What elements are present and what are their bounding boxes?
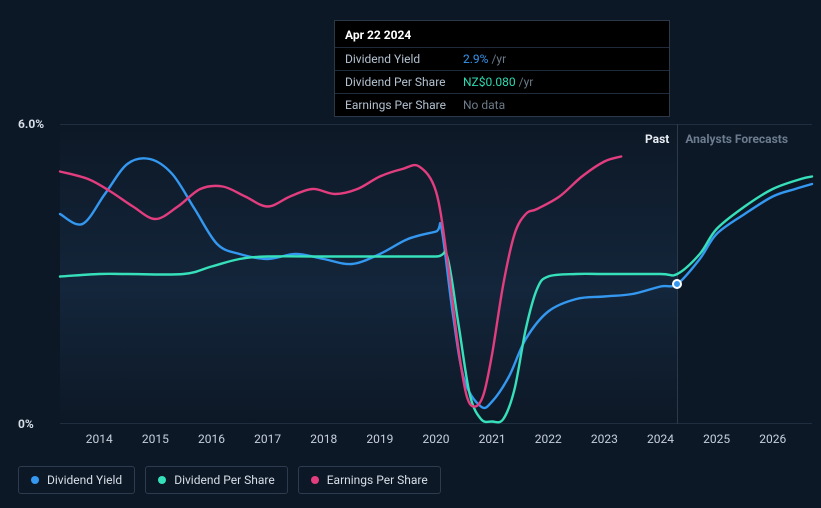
x-axis-tick: 2025: [703, 432, 730, 446]
x-axis-tick: 2020: [423, 432, 450, 446]
tooltip-row: Dividend Yield2.9%/yr: [335, 47, 669, 70]
tooltip-row: Dividend Per ShareNZ$0.080/yr: [335, 70, 669, 93]
chart-container: 6.0% 0% Past Analysts Forecasts 2014 2015…: [18, 106, 814, 446]
x-axis-tick: 2026: [759, 432, 786, 446]
legend-dot-icon: [311, 476, 319, 484]
x-axis-tick: 2017: [254, 432, 281, 446]
series-line-dps: [60, 177, 812, 423]
x-axis-tick: 2023: [591, 432, 618, 446]
tooltip-date: Apr 22 2024: [335, 21, 669, 47]
legend-label: Earnings Per Share: [327, 473, 428, 487]
current-point-marker: [672, 279, 682, 289]
x-axis-tick: 2019: [366, 432, 393, 446]
legend: Dividend Yield Dividend Per Share Earnings…: [18, 466, 441, 494]
legend-dps[interactable]: Dividend Per Share: [145, 466, 288, 494]
legend-label: Dividend Yield: [47, 473, 122, 487]
x-axis-tick: 2015: [142, 432, 169, 446]
legend-eps[interactable]: Earnings Per Share: [298, 466, 441, 494]
tooltip-row-value: NZ$0.080/yr: [463, 75, 533, 89]
legend-dot-icon: [158, 476, 166, 484]
x-axis-tick: 2014: [86, 432, 113, 446]
series-line-eps: [60, 157, 621, 407]
legend-dot-icon: [31, 476, 39, 484]
tooltip-row-suffix: /yr: [519, 75, 534, 89]
legend-yield[interactable]: Dividend Yield: [18, 466, 135, 494]
x-axis-tick: 2024: [647, 432, 674, 446]
plot-area: Past Analysts Forecasts: [60, 124, 812, 424]
tooltip-row-label: Dividend Yield: [345, 52, 463, 66]
x-axis-tick: 2021: [479, 432, 506, 446]
legend-label: Dividend Per Share: [174, 473, 275, 487]
chart-tooltip: Apr 22 2024 Dividend Yield2.9%/yrDividen…: [334, 20, 670, 117]
y-axis-min-label: 0%: [18, 417, 34, 431]
tooltip-row-label: Dividend Per Share: [345, 75, 463, 89]
x-axis-tick: 2022: [535, 432, 562, 446]
tooltip-row-suffix: /yr: [491, 52, 506, 66]
x-axis-tick: 2016: [198, 432, 225, 446]
chart-lines-svg: [60, 124, 812, 424]
x-axis-tick: 2018: [310, 432, 337, 446]
tooltip-row-value: 2.9%/yr: [463, 52, 506, 66]
y-axis-max-label: 6.0%: [18, 117, 44, 131]
x-axis: 2014 2015 2016 2017 2018 2019 2020 2021 2022 2023…: [60, 432, 812, 452]
